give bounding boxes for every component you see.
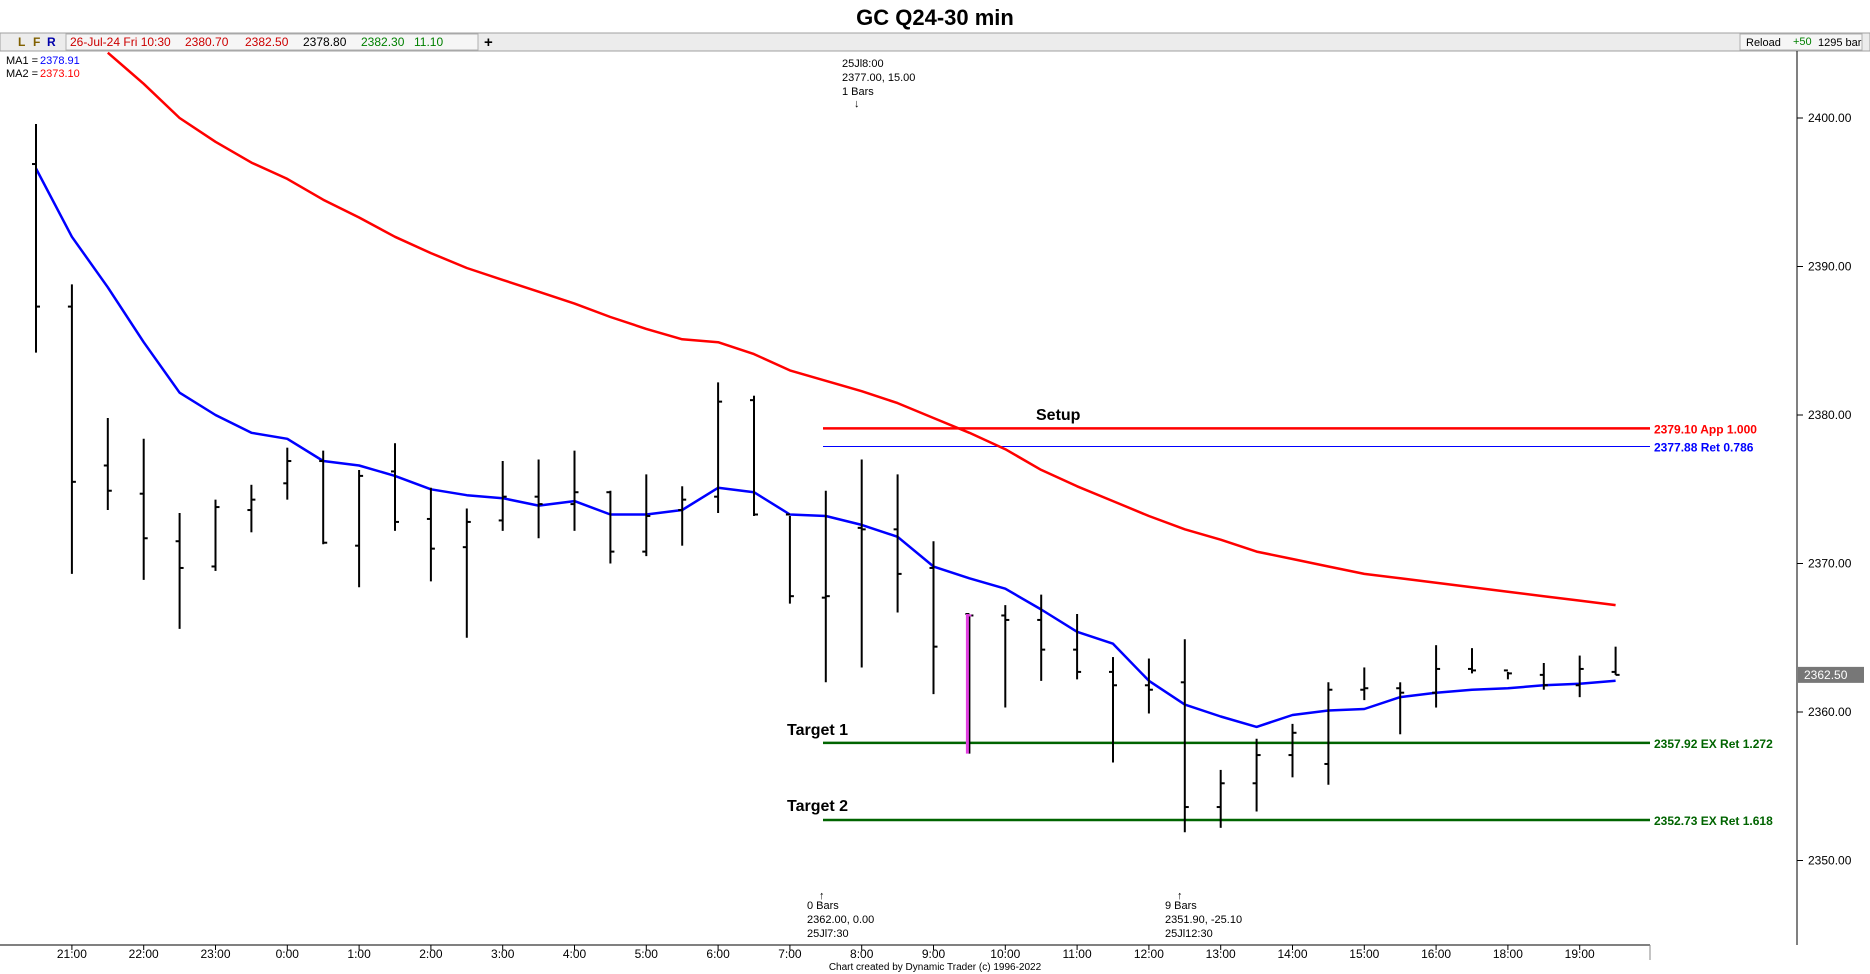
target1-label: Target 1 [787,722,848,739]
reload-box [1739,33,1863,51]
x-tick-label: 18:00 [1493,947,1523,961]
ma1-legend-value: 2378.91 [40,55,80,67]
y-tick-label: 2390.00 [1808,260,1852,274]
bottom-left-annotation-line2: 2362.00, 0.00 [807,914,874,926]
quote-high: 2382.50 [245,35,289,49]
top-annotation-line2: 2377.00, 15.00 [842,72,915,84]
down-arrow-icon: ↓ [854,98,860,110]
toolbar-r-button[interactable]: R [47,35,56,49]
up-arrow-icon: ↑ [819,890,825,902]
y-tick-label: 2380.00 [1808,408,1852,422]
chart-title: GC Q24-30 min [856,5,1014,30]
x-tick-label: 12:00 [1134,947,1164,961]
x-tick-label: 15:00 [1349,947,1379,961]
bottom-left-annotation-line1: 0 Bars [807,900,839,912]
last-price-box [1798,666,1864,683]
setup-label: Setup [1036,407,1081,424]
y-tick-label: 2370.00 [1808,557,1852,571]
x-tick-label: 0:00 [276,947,300,961]
y-axis-ticks: 2400.00 2390.00 2380.00 2370.00 2360.00 2350.… [1797,111,1864,868]
quote-open: 2380.70 [185,35,229,49]
x-tick-label: 23:00 [200,947,230,961]
top-annotation-line1: 25Jl8:00 [842,58,884,70]
x-tick-label: 5:00 [635,947,659,961]
quote-change: 11.10 [414,35,443,49]
last-price-label: 2362.50 [1804,668,1848,682]
plus-icon[interactable]: + [484,34,493,51]
x-tick-label: 21:00 [57,947,87,961]
x-tick-label: 7:00 [778,947,802,961]
target2-label: Target 2 [787,798,848,815]
bottom-mid-annotation-line2: 2351.90, -25.10 [1165,914,1242,926]
ma2-line [106,51,1616,607]
x-tick-label: 16:00 [1421,947,1451,961]
level-label: 2352.73 EX Ret 1.618 [1654,814,1773,828]
price-levels: 2379.10 App 1.000 2377.88 Ret 0.786 2357.9… [823,422,1773,828]
y-tick-label: 2360.00 [1808,705,1852,719]
bottom-mid-annotation-line3: 25Jl12:30 [1165,928,1213,940]
level-label: 2379.10 App 1.000 [1654,422,1757,436]
x-tick-label: 1:00 [347,947,371,961]
level-label: 2377.88 Ret 0.786 [1654,440,1754,454]
x-tick-label: 4:00 [563,947,587,961]
bar-count: 1295 bar [1818,37,1862,49]
x-tick-label: 6:00 [706,947,730,961]
x-axis-ticks: 21:00 22:00 23:00 0:00 1:00 2:00 3:00 4:00 5:00 6… [57,945,1595,961]
x-tick-label: 13:00 [1206,947,1236,961]
level-label: 2357.92 EX Ret 1.272 [1654,737,1773,751]
x-tick-label: 11:00 [1063,947,1092,961]
reload-button[interactable]: Reload [1746,37,1781,49]
ma2-legend-value: 2373.10 [40,68,80,80]
bottom-left-annotation-line3: 25Jl7:30 [807,928,849,940]
up-arrow-icon: ↑ [1177,890,1183,902]
quote-box [65,33,479,51]
reload-delta: +50 [1793,36,1812,48]
y-tick-label: 2350.00 [1808,854,1852,868]
x-tick-label: 10:00 [990,947,1020,961]
x-tick-label: 19:00 [1565,947,1595,961]
quote-close: 2382.30 [361,35,405,49]
x-tick-label: 3:00 [491,947,515,961]
bottom-mid-annotation-line1: 9 Bars [1165,900,1197,912]
price-bars [32,123,1620,833]
quote-low: 2378.80 [303,35,347,49]
ma1-legend-label: MA1 = [6,55,38,67]
toolbar-f-button[interactable]: F [33,35,40,49]
ma2-legend-label: MA2 = [6,68,38,80]
x-tick-label: 8:00 [850,947,874,961]
x-tick-label: 14:00 [1277,947,1307,961]
x-tick-label: 22:00 [129,947,159,961]
quote-date: 26-Jul-24 Fri 10:30 [70,35,171,49]
top-annotation-line3: 1 Bars [842,86,874,98]
x-tick-label: 2:00 [419,947,443,961]
footer-credit: Chart created by Dynamic Trader (c) 1996… [829,962,1042,973]
x-tick-label: 9:00 [922,947,946,961]
y-tick-label: 2400.00 [1808,111,1852,125]
toolbar-l-button[interactable]: L [18,35,25,49]
